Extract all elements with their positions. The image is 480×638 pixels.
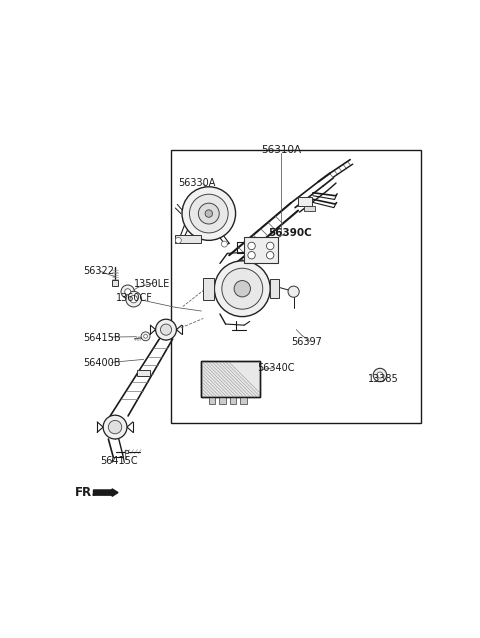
Bar [209,397,216,404]
Bar [125,450,128,453]
Bar [112,280,118,286]
Circle shape [288,286,299,297]
Circle shape [248,251,255,259]
Circle shape [121,285,134,299]
Text: 56415B: 56415B [83,333,120,343]
Circle shape [190,194,228,233]
Circle shape [126,292,142,307]
Bar [175,235,201,242]
Bar [270,279,279,298]
Text: 13385: 13385 [368,374,399,383]
Circle shape [221,241,228,247]
Bar [203,278,215,300]
Text: 56400B: 56400B [83,358,120,368]
Circle shape [175,237,181,243]
Text: 1350LE: 1350LE [134,279,171,288]
Circle shape [248,242,255,249]
Bar [201,361,260,397]
Circle shape [205,210,213,218]
Text: FR.: FR. [75,486,97,499]
Text: 56310A: 56310A [261,145,301,155]
Circle shape [266,251,274,259]
Circle shape [160,324,172,335]
Bar [240,397,247,404]
Bar [304,206,315,211]
Circle shape [130,295,137,303]
Text: 56340C: 56340C [257,363,295,373]
Text: 56390C: 56390C [268,228,312,238]
Circle shape [125,289,131,295]
Bar [244,237,278,263]
Circle shape [108,420,122,434]
Circle shape [377,372,383,378]
Circle shape [182,187,236,241]
Bar [201,361,260,397]
Circle shape [156,319,177,340]
Bar [219,397,226,404]
Text: 56397: 56397 [291,338,322,347]
Circle shape [266,242,274,249]
Circle shape [103,415,127,439]
Circle shape [198,203,219,224]
Circle shape [222,268,263,309]
Bar [298,197,312,206]
FancyArrow shape [94,489,118,496]
Circle shape [373,368,386,382]
Circle shape [141,332,150,341]
Bar [171,150,421,424]
Text: 56415C: 56415C [100,456,138,466]
Text: 56322: 56322 [83,266,114,276]
Circle shape [144,334,147,338]
Bar [229,397,236,404]
Bar [137,370,150,376]
Text: 56330A: 56330A [178,179,216,188]
Circle shape [234,281,251,297]
Text: 1360CF: 1360CF [116,293,153,304]
Circle shape [215,261,270,316]
